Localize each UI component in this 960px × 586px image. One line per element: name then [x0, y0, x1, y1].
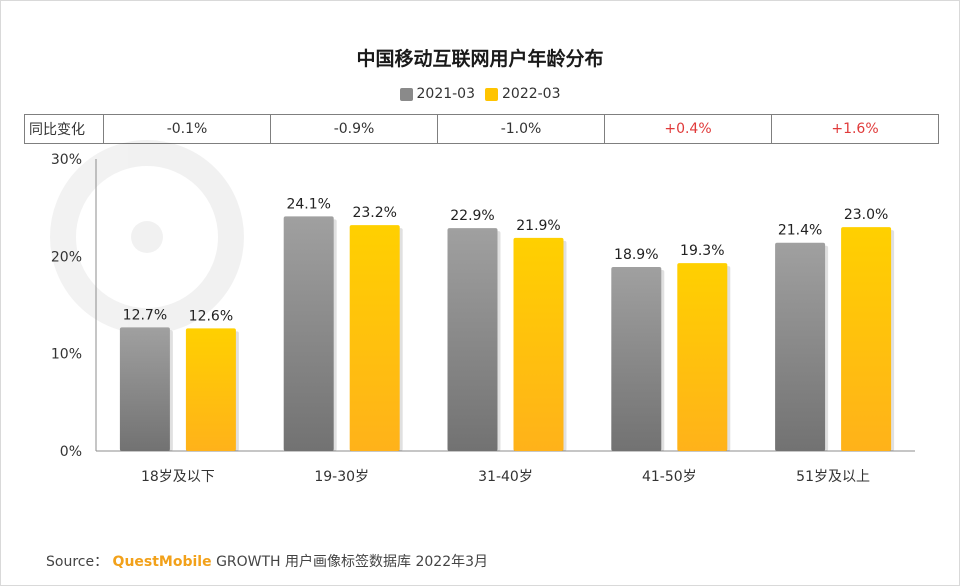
bar-2021-03 — [447, 228, 498, 451]
yoy-cell: -0.1% — [103, 114, 271, 144]
x-tick-label: 51岁及以上 — [796, 469, 870, 485]
data-label: 12.7% — [123, 307, 167, 323]
bar-2021-03 — [611, 267, 662, 451]
legend-item-2022: 2022-03 — [485, 86, 561, 102]
source-brand: QuestMobile — [112, 554, 212, 570]
bar-2022-03 — [513, 237, 564, 451]
bar-2022-03 — [349, 225, 400, 451]
bar-2022-03 — [185, 328, 236, 451]
data-label: 22.9% — [450, 208, 494, 224]
data-label: 19.3% — [680, 243, 724, 259]
legend-label-2021: 2021-03 — [416, 86, 476, 102]
legend-label-2022: 2022-03 — [502, 86, 561, 102]
source-prefix: Source： — [46, 554, 109, 570]
yoy-header: 同比变化 — [24, 114, 104, 144]
bar-2022-03 — [841, 227, 892, 451]
chart-title: 中国移动互联网用户年龄分布 — [356, 48, 604, 70]
yoy-cell: -1.0% — [437, 114, 605, 144]
yoy-table: 同比变化 -0.1% -0.9% -1.0% +0.4% +1.6% — [24, 114, 939, 144]
bar-2021-03 — [119, 327, 170, 451]
yoy-cell: +1.6% — [771, 114, 939, 144]
yoy-cell: +0.4% — [604, 114, 772, 144]
data-label: 18.9% — [614, 247, 658, 263]
bar-2021-03 — [775, 242, 826, 451]
data-label: 21.9% — [516, 218, 560, 234]
data-label: 24.1% — [286, 196, 330, 212]
legend-item-2021: 2021-03 — [399, 86, 476, 102]
y-tick-label: 20% — [51, 249, 82, 265]
y-tick-label: 30% — [51, 152, 82, 168]
x-tick-label: 31-40岁 — [478, 469, 533, 485]
x-tick-label: 19-30岁 — [314, 469, 369, 485]
x-tick-label: 41-50岁 — [642, 469, 697, 485]
y-tick-label: 0% — [60, 444, 82, 460]
y-tick-label: 10% — [51, 347, 82, 363]
legend: 2021-03 2022-03 — [0, 86, 960, 102]
legend-swatch-2021 — [399, 87, 413, 101]
data-label: 21.4% — [778, 223, 822, 239]
source-note: Source： QuestMobile GROWTH 用户画像标签数据库 202… — [46, 551, 488, 571]
data-label: 12.6% — [189, 308, 233, 324]
bar-2021-03 — [283, 216, 334, 451]
bar-2022-03 — [677, 263, 728, 451]
data-label: 23.2% — [352, 205, 396, 221]
watermark — [50, 140, 244, 334]
x-tick-label: 18岁及以下 — [141, 469, 215, 485]
data-label: 23.0% — [844, 207, 888, 223]
source-text: GROWTH 用户画像标签数据库 2022年3月 — [216, 554, 489, 570]
yoy-row: 同比变化 -0.1% -0.9% -1.0% +0.4% +1.6% — [24, 114, 939, 144]
yoy-cell: -0.9% — [270, 114, 438, 144]
legend-swatch-2022 — [485, 87, 498, 101]
